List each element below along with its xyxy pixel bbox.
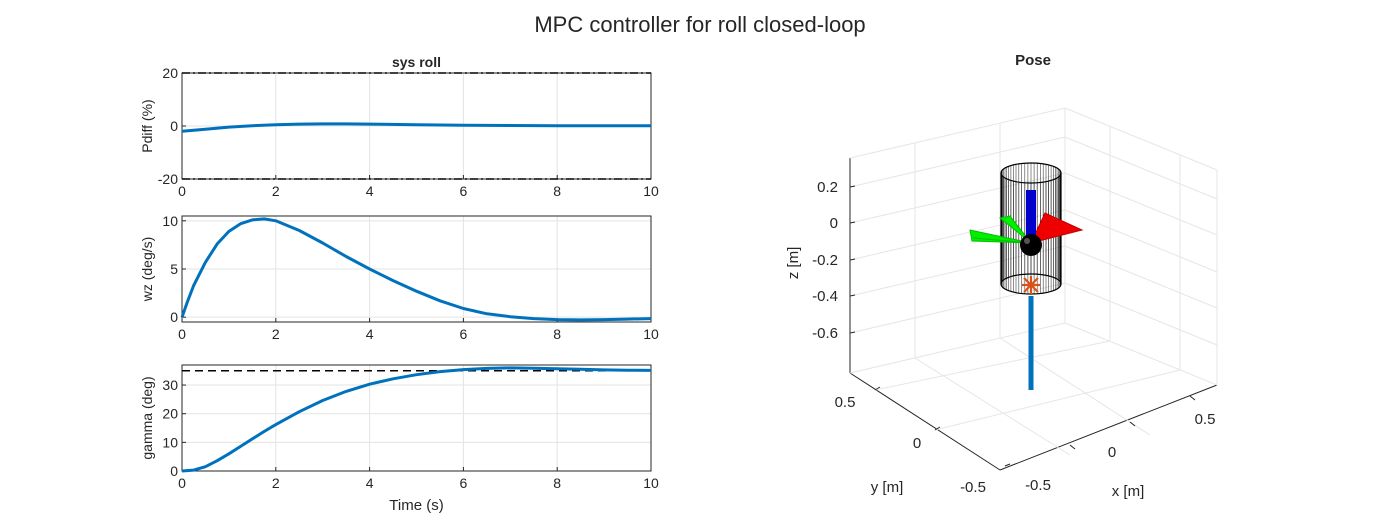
x-tick-label: 6 [460,183,468,199]
x-tick-label: 2 [272,326,280,342]
x-tick-label: 8 [553,183,561,199]
pose-3d-axes: Pose [785,52,1218,500]
pose-zticklabel: -0.2 [812,252,838,269]
pose-title: Pose [1015,52,1051,69]
pose-zlabel: z [m] [785,247,802,280]
pose-xticklabel: -0.5 [1025,477,1051,494]
subplot-wz: 0 2 4 6 8 10 0 5 10 wz (deg/s) [139,213,659,342]
x-tick-label: 8 [553,326,561,342]
x-tick-label: 4 [366,183,374,199]
subplot-title: sys roll [392,54,441,70]
y-tick-label: 0 [170,309,178,325]
x-tick-label: 0 [178,183,186,199]
x-tick-label: 6 [460,326,468,342]
pose-zticklabel: -0.6 [812,325,838,342]
x-tick-label: 6 [460,475,468,491]
pose-box [849,158,1218,471]
pose-ylabel: y [m] [871,479,904,496]
pose-grid [849,107,1218,456]
x-tick-label: 10 [643,183,659,199]
y-tick-label: 0 [170,118,178,134]
pose-yticklabel: 0.5 [835,394,856,411]
x-tick-label: 4 [366,475,374,491]
y-axis-label: gamma (deg) [139,376,155,459]
x-tick-label: 2 [272,183,280,199]
y-tick-label: 20 [162,406,178,422]
x-tick-label: 10 [643,326,659,342]
center-sphere [1020,234,1042,256]
pose-yticklabel: 0 [913,435,921,452]
axes-frame [181,364,652,472]
x-tick-label: 10 [643,475,659,491]
y-tick-label: -20 [158,171,178,187]
y-tick-label: 0 [170,463,178,479]
y-tick-label: 5 [170,261,178,277]
y-tick-label: 10 [162,434,178,450]
pose-xticklabel: 0.5 [1195,411,1216,428]
pose-zticklabel: 0 [830,215,838,232]
series-line [181,366,652,473]
x-tick-label: 4 [366,326,374,342]
series-line [181,122,651,133]
center-of-mass-marker [1022,276,1040,294]
pose-yticklabel: -0.5 [960,479,986,496]
y-tick-label: 10 [162,213,178,229]
pose-zticklabel: -0.4 [812,288,838,305]
x-tick-label: 0 [178,326,186,342]
subplot-gamma: 0 2 4 6 8 10 0 10 20 30 gamma (deg) Time (s) [139,364,659,514]
y-axis-label: wz (deg/s) [139,237,155,303]
y-tick-label: 30 [162,377,178,393]
x-tick-label: 0 [178,475,186,491]
x-tick-label: 8 [553,475,561,491]
x-axis-fan [1030,212,1084,244]
y-axis-fan [969,215,1033,244]
x-axis-label: Time (s) [389,497,443,514]
figure-title: MPC controller for roll closed-loop [534,12,865,37]
pose-xlabel: x [m] [1112,483,1145,500]
x-tick-label: 2 [272,475,280,491]
y-tick-label: 20 [162,65,178,81]
y-axis-label: Pdiff (%) [139,99,155,152]
pose-xticklabel: 0 [1108,444,1116,461]
pose-zticklabel: 0.2 [817,179,838,196]
series-line [180,217,652,322]
